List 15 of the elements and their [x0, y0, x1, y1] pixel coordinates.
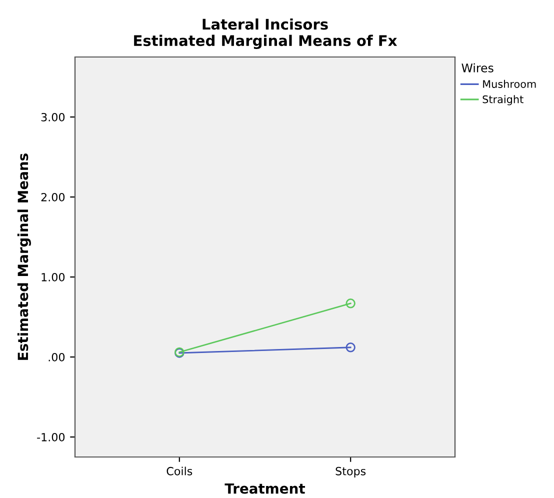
x-tick-label: Coils [166, 466, 192, 476]
y-tick-label: 3.00 [41, 112, 65, 122]
y-tick-label: 1.00 [42, 272, 65, 282]
point [346, 342, 356, 352]
legend-label: Mushroom [483, 80, 536, 88]
legend-title: Wires [462, 63, 494, 72]
chart-title: Lateral Incisors Estimated Marginal Means of Fx [134, 18, 398, 50]
y-tick-label: 2.00 [41, 192, 65, 202]
point [346, 298, 356, 308]
legend-label: Straight [482, 95, 524, 106]
y-tick-label: -1.00 [37, 432, 65, 442]
y-axis-title: Estimated Marginal Means [17, 154, 31, 360]
x-tick-label: Stops [336, 466, 366, 478]
y-tick-label: .00 [48, 352, 65, 362]
x-axis-title: Treatment [224, 483, 306, 494]
